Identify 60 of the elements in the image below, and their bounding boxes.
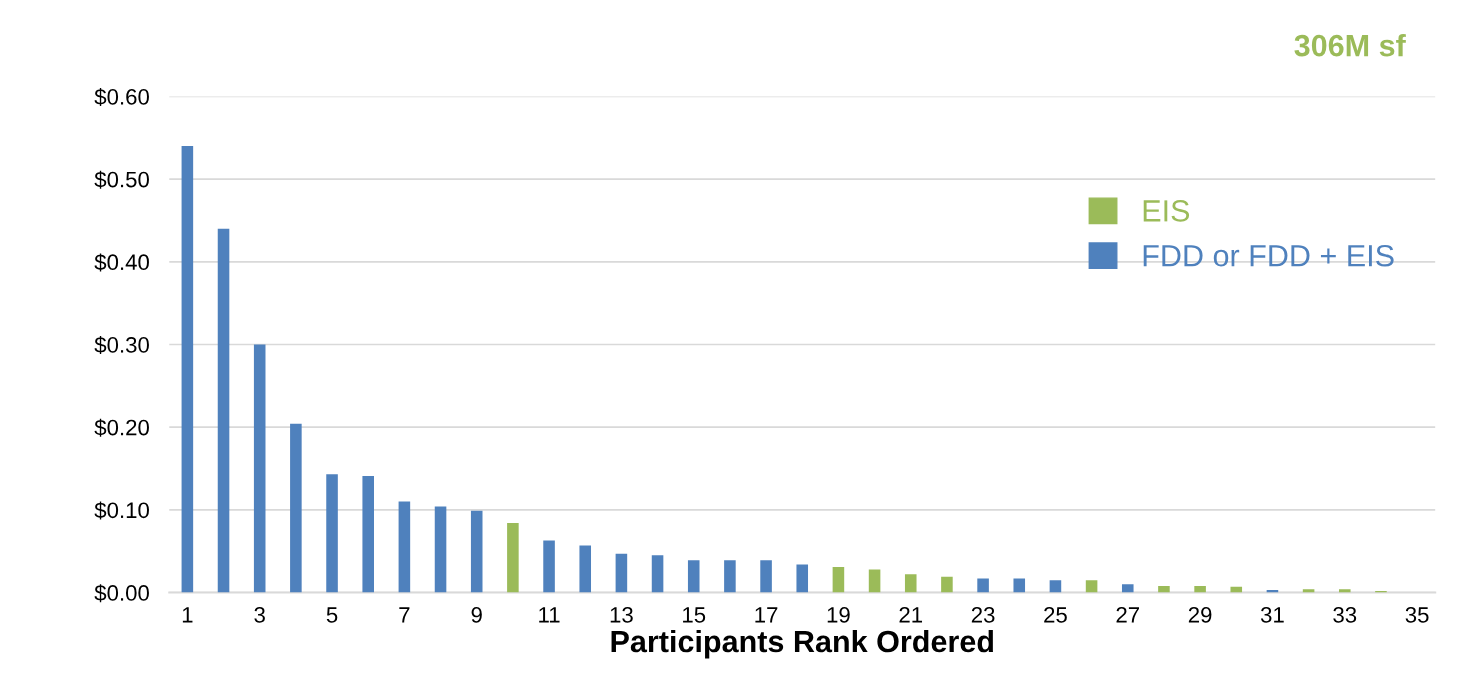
bar bbox=[326, 474, 338, 593]
text: 306M sf bbox=[1294, 33, 1406, 57]
bar bbox=[1085, 580, 1098, 593]
bar bbox=[253, 344, 266, 593]
bar bbox=[470, 510, 483, 593]
legend-label: FDD or FDD + EIS bbox=[1143, 244, 1394, 267]
bar bbox=[290, 423, 302, 593]
bar bbox=[1158, 585, 1170, 593]
x-tick-label: 17 bbox=[755, 607, 778, 623]
x-tick-label: 3 bbox=[254, 607, 265, 623]
bar bbox=[181, 146, 194, 593]
x-tick-label: 25 bbox=[1044, 607, 1067, 623]
bar bbox=[904, 574, 917, 593]
x-tick-label: 15 bbox=[683, 607, 706, 623]
y-tick-label: $0.60 bbox=[94, 88, 149, 107]
bar bbox=[1338, 589, 1351, 593]
x-tick-label: 21 bbox=[899, 607, 923, 623]
bar bbox=[868, 569, 881, 593]
bar bbox=[1013, 578, 1026, 593]
x-tick-label: 31 bbox=[1260, 607, 1284, 623]
x-tick-label: 7 bbox=[399, 607, 410, 623]
x-tick-label: 27 bbox=[1116, 607, 1140, 623]
bar bbox=[977, 578, 989, 593]
bar bbox=[434, 506, 447, 593]
x-tick-label: 11 bbox=[539, 607, 560, 623]
x-tick-label: 29 bbox=[1188, 607, 1212, 623]
x-tick-label: 19 bbox=[827, 607, 850, 623]
y-tick-label: $0.10 bbox=[94, 501, 149, 520]
bar bbox=[1230, 586, 1243, 593]
x-tick-label: 1 bbox=[182, 607, 193, 623]
x-tick-label: 5 bbox=[326, 607, 338, 623]
bar bbox=[687, 560, 700, 593]
bar bbox=[1194, 585, 1206, 593]
x-tick-label: 33 bbox=[1333, 607, 1357, 623]
y-tick-label: $0.50 bbox=[94, 170, 149, 189]
bar bbox=[579, 545, 592, 593]
y-tick-label: $0.20 bbox=[94, 418, 149, 437]
bar bbox=[507, 523, 519, 593]
bar bbox=[362, 475, 374, 593]
bar bbox=[615, 553, 628, 593]
y-tick-label: $0.40 bbox=[94, 253, 149, 272]
bar bbox=[760, 560, 772, 593]
x-tick-label: 13 bbox=[610, 607, 633, 623]
bar bbox=[1121, 584, 1134, 593]
x-axis-title: Participants Rank Ordered bbox=[611, 629, 993, 659]
x-tick-label: 9 bbox=[471, 607, 482, 623]
bar bbox=[1049, 580, 1062, 593]
y-tick-label: $0.30 bbox=[94, 336, 149, 355]
x-tick-label: 23 bbox=[971, 607, 995, 623]
bar bbox=[832, 566, 845, 593]
bar bbox=[651, 555, 664, 593]
bar bbox=[543, 540, 555, 593]
bar bbox=[724, 560, 736, 593]
y-tick-label: $0.00 bbox=[94, 584, 149, 603]
bar bbox=[217, 228, 230, 593]
bar bbox=[796, 564, 809, 593]
bar bbox=[398, 501, 411, 593]
x-tick-label: 35 bbox=[1405, 607, 1429, 623]
bar bbox=[941, 576, 953, 593]
legend-label: EIS bbox=[1143, 200, 1190, 222]
